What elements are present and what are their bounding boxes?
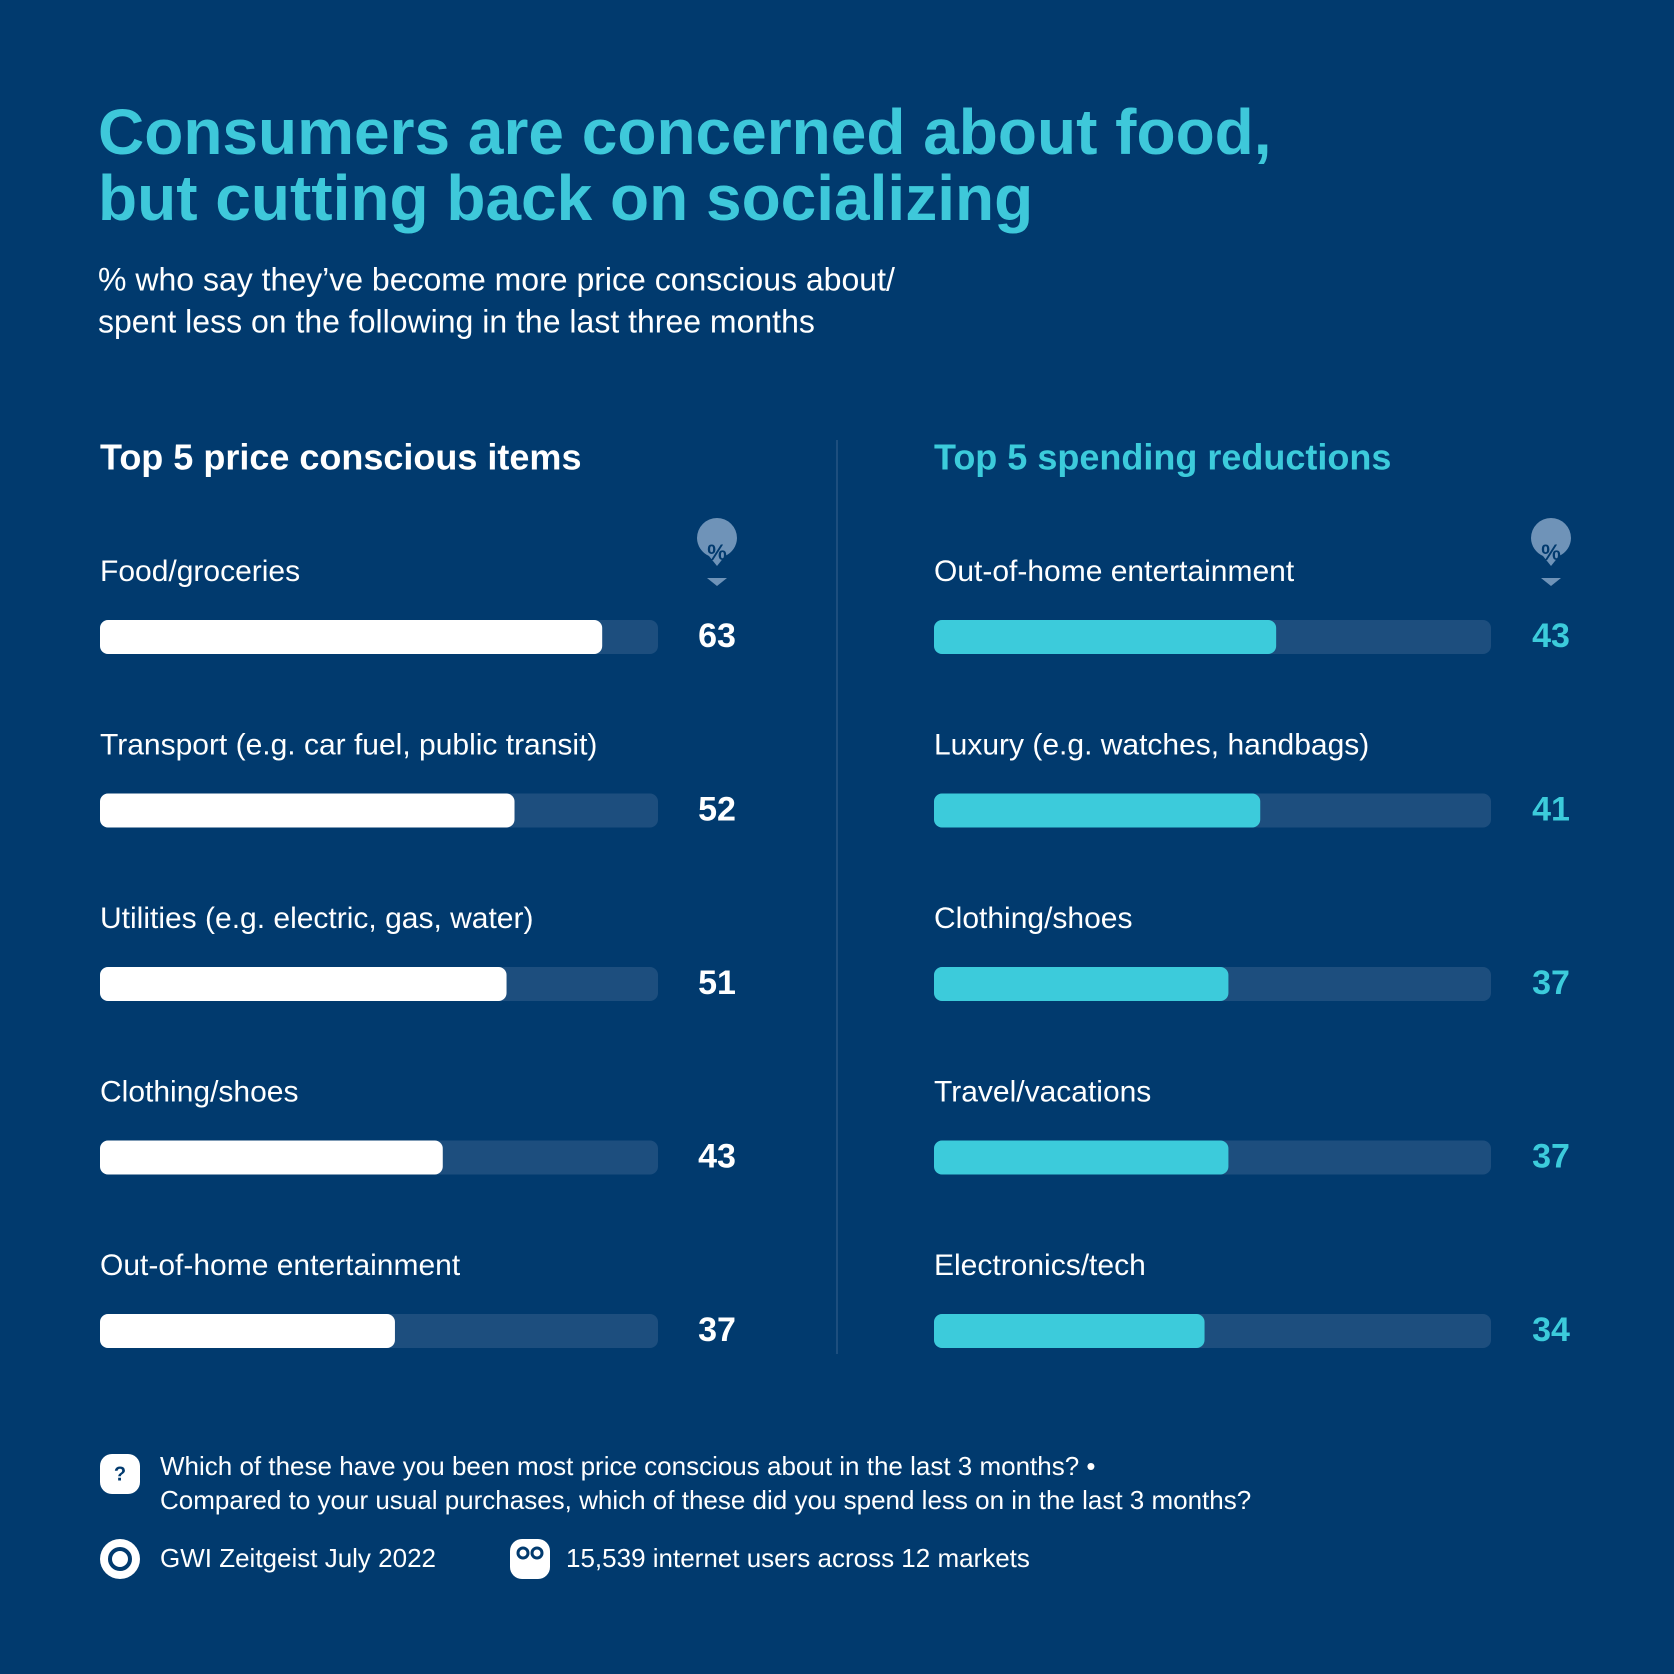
bar [100, 1314, 395, 1348]
category-label: Out-of-home entertainment [934, 555, 1295, 588]
bar [100, 967, 507, 1001]
chart-title: Top 5 spending reductions [934, 437, 1391, 478]
footnote: Which of these have you been most price … [160, 1451, 1096, 1481]
unit-label: % [707, 540, 727, 565]
unit-badge [1531, 518, 1571, 566]
category-label: Luxury (e.g. watches, handbags) [934, 728, 1369, 761]
category-label: Clothing/shoes [934, 902, 1132, 935]
category-label: Out-of-home entertainment [100, 1249, 461, 1282]
value-label: 43 [1532, 617, 1570, 655]
bar [100, 793, 515, 828]
sample: 15,539 internet users across 12 markets [566, 1543, 1030, 1573]
bar [100, 1140, 443, 1175]
title: Consumers are concerned about food, [98, 96, 1272, 168]
category-label: Clothing/shoes [100, 1075, 298, 1108]
question-icon-bg [100, 1454, 140, 1494]
question-icon: ? [114, 1463, 126, 1485]
value-label: 37 [1532, 964, 1570, 1002]
value-label: 52 [698, 790, 736, 828]
value-label: 51 [698, 964, 736, 1002]
category-label: Transport (e.g. car fuel, public transit… [100, 728, 597, 761]
users-icon-mark [516, 1546, 530, 1560]
value-label: 37 [1532, 1137, 1570, 1175]
chart-title: Top 5 price conscious items [100, 437, 581, 478]
category-label: Electronics/tech [934, 1249, 1146, 1282]
bar [934, 967, 1229, 1001]
bar [100, 620, 603, 654]
value-label: 63 [698, 617, 736, 655]
category-label: Travel/vacations [934, 1075, 1151, 1108]
title: but cutting back on socializing [98, 162, 1033, 234]
users-icon [510, 1539, 550, 1579]
unit-badge-arrow [707, 578, 727, 586]
value-label: 41 [1532, 790, 1570, 828]
value-label: 34 [1532, 1311, 1570, 1349]
category-label: Utilities (e.g. electric, gas, water) [100, 902, 533, 935]
users-icon-mark [530, 1546, 544, 1560]
unit-label: % [1541, 540, 1561, 565]
value-label: 37 [698, 1311, 736, 1349]
footnote: Compared to your usual purchases, which … [160, 1485, 1251, 1515]
source-icon-mark [108, 1547, 132, 1571]
source: GWI Zeitgeist July 2022 [160, 1543, 436, 1573]
unit-badge [697, 518, 737, 566]
bar [934, 620, 1277, 654]
unit-badge-arrow [1541, 578, 1561, 586]
subtitle: % who say they’ve become more price cons… [98, 261, 895, 297]
bar [934, 1314, 1205, 1348]
bar [934, 1140, 1229, 1175]
category-label: Food/groceries [100, 555, 300, 588]
value-label: 43 [698, 1137, 736, 1175]
subtitle: spent less on the following in the last … [98, 303, 815, 339]
bar [934, 793, 1261, 828]
source-icon [100, 1539, 140, 1579]
